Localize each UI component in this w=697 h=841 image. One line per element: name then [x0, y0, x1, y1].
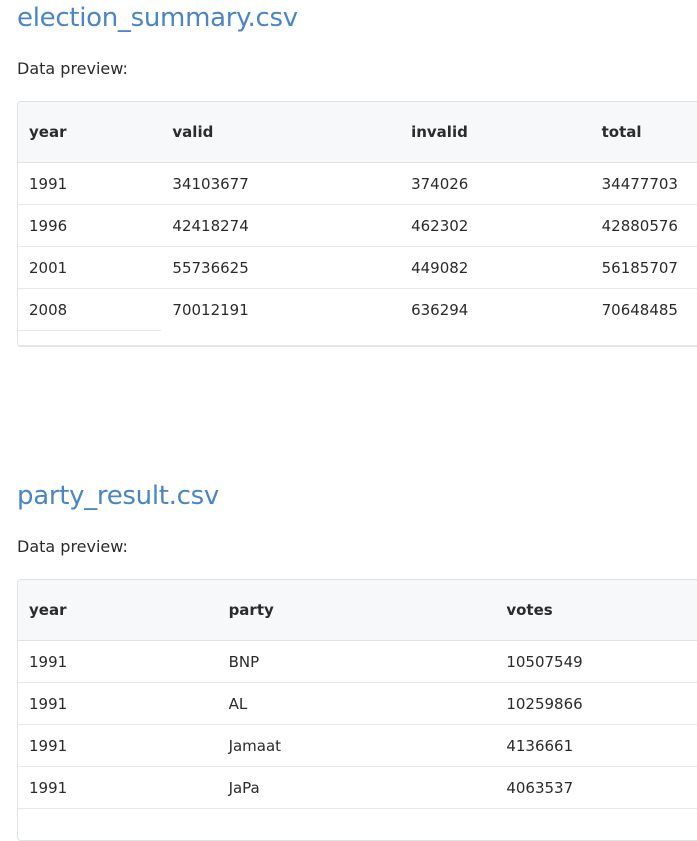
table-row: 1991 AL 10259866	[18, 682, 697, 725]
table-header-row: year party votes	[18, 580, 697, 641]
column-header-invalid: invalid	[400, 102, 591, 163]
table-cell: 1991	[18, 162, 162, 205]
table-cell: 1991	[18, 682, 218, 725]
table-cell: 2008	[18, 288, 162, 331]
table-cell: BNP	[217, 640, 496, 683]
table-cell: 56185707	[590, 246, 697, 289]
table-cell: 462302	[400, 204, 591, 247]
table-cell: 70648485	[601, 300, 678, 319]
table-cell: 1991	[18, 766, 218, 809]
column-header-party: party	[217, 580, 496, 641]
column-header-year: year	[18, 102, 162, 163]
table-cell: 42418274	[161, 204, 401, 247]
table-cell: 4136661	[495, 724, 697, 767]
table-cell: 1991	[18, 724, 218, 767]
table-row: 1996 42418274 462302 42880576	[18, 204, 697, 247]
table-row: 1991 34103677 374026 34477703	[18, 162, 697, 205]
data-preview-table: year valid invalid total 1991 34103677 3…	[17, 101, 697, 347]
file-title[interactable]: party_result.csv	[17, 481, 219, 511]
column-header-valid: valid	[161, 102, 401, 163]
table-cell: 10507549	[495, 640, 697, 683]
table-cell: 10259866	[495, 682, 697, 725]
column-header-total: total	[590, 102, 697, 163]
table-cell: Jamaat	[217, 724, 496, 767]
table-cell: 34477703	[590, 162, 697, 205]
table-row: 1991 Jamaat 4136661	[18, 724, 697, 767]
table-scroll-spacer	[18, 330, 697, 346]
table-cell: 34103677	[161, 162, 401, 205]
table-header-row: year valid invalid total	[18, 102, 697, 163]
table-cell: 4063537	[495, 766, 697, 809]
data-preview-label: Data preview:	[17, 59, 128, 78]
table-row: 2001 55736625 449082 56185707	[18, 246, 697, 289]
data-preview-label: Data preview:	[17, 537, 128, 556]
table-cell: 55736625	[161, 246, 401, 289]
table-cell: 1991	[18, 640, 218, 683]
table-cell: 2001	[18, 246, 162, 289]
column-header-votes: votes	[495, 580, 697, 641]
table-row: 1991 JaPa 4063537	[18, 766, 697, 809]
table-cell: 636294	[411, 300, 469, 319]
table-cell: AL	[217, 682, 496, 725]
table-cell: 374026	[400, 162, 591, 205]
table-cell: 42880576	[590, 204, 697, 247]
table-cell: 449082	[400, 246, 591, 289]
data-preview-table: year party votes 1991 BNP 10507549 1991 …	[17, 579, 697, 841]
table-row: 2008 70012191 636294 70648485	[18, 288, 697, 331]
table-cell: 70012191	[172, 300, 249, 319]
column-header-year: year	[18, 580, 218, 641]
table-cell: 1996	[18, 204, 162, 247]
file-title[interactable]: election_summary.csv	[17, 3, 298, 33]
table-row: 1991 BNP 10507549	[18, 640, 697, 683]
table-cell: JaPa	[217, 766, 496, 809]
